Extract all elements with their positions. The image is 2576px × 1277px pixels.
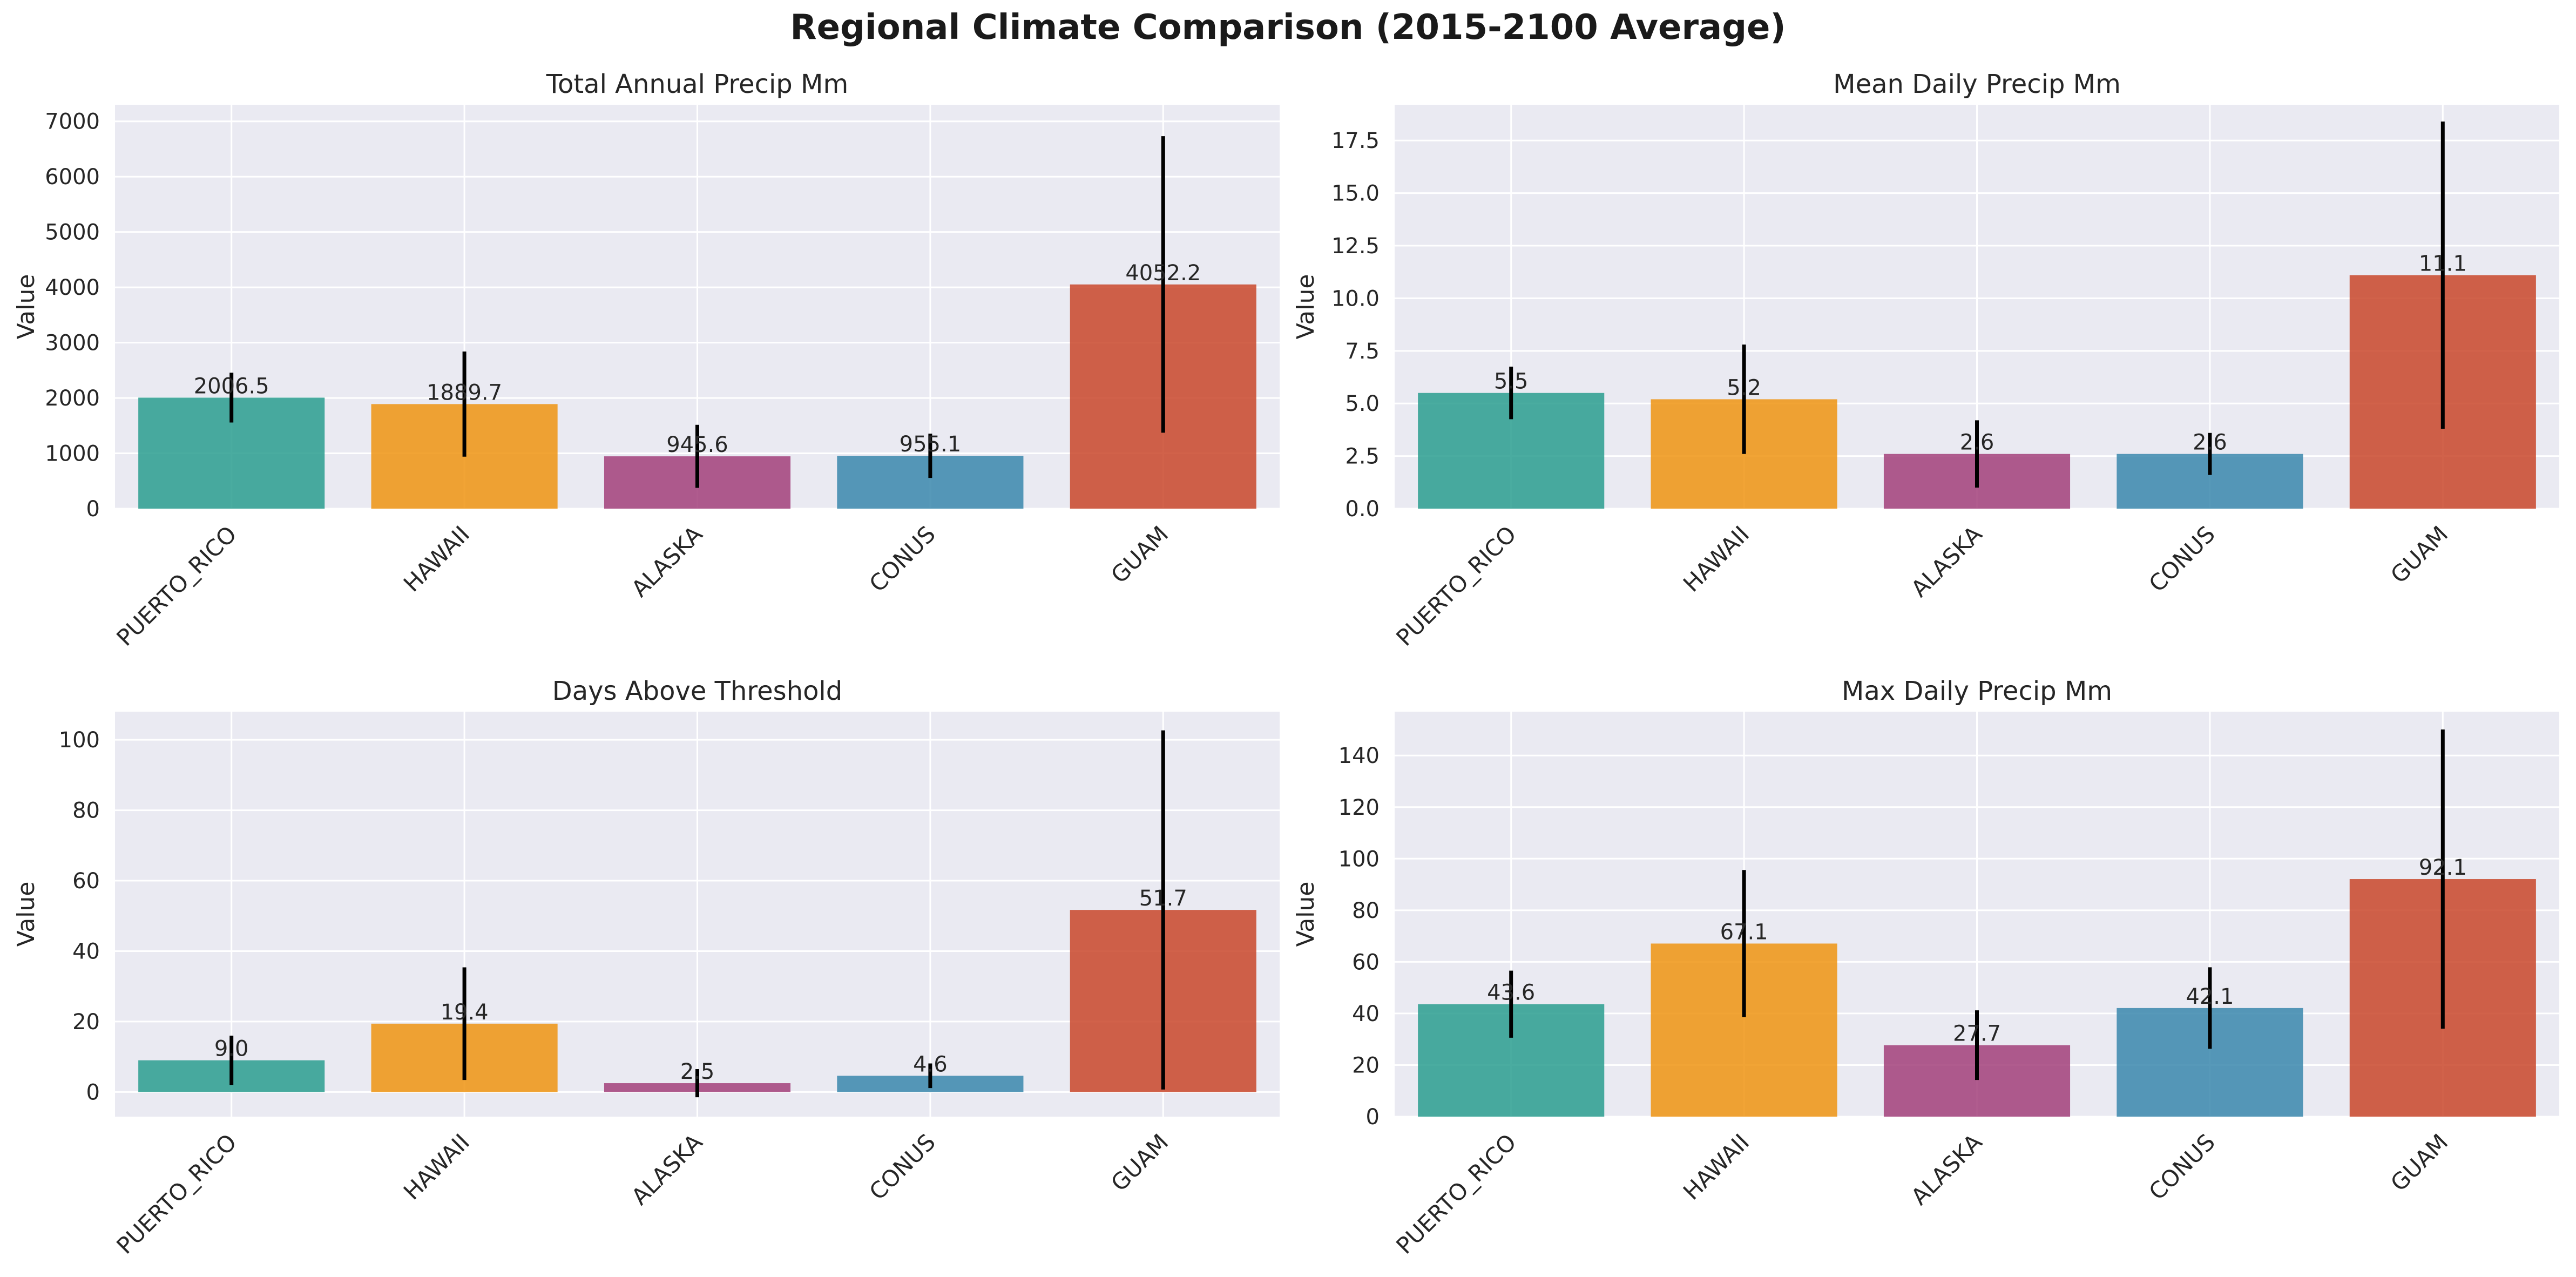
y-tick-label: 5000 bbox=[45, 220, 100, 245]
data-label: 92.1 bbox=[2419, 855, 2467, 880]
chart-panel-4: 0 20 40 60 80 100 120 140 43.6 PUERTO_RICO 67.1 HAW… bbox=[1292, 676, 2559, 1259]
x-tick-label: ALASKA bbox=[626, 521, 708, 602]
y-tick-label: 6000 bbox=[45, 165, 100, 190]
figure-title: Regional Climate Comparison (2015-2100 A… bbox=[790, 8, 1786, 48]
chart-title: Mean Daily Precip Mm bbox=[1833, 69, 2121, 99]
data-label: 2.5 bbox=[680, 1059, 715, 1084]
x-tick-label: CONUS bbox=[864, 1129, 941, 1205]
y-tick-label: 0.0 bbox=[1345, 497, 1380, 522]
x-tick-label: PUERTO_RICO bbox=[1391, 521, 1521, 651]
data-label: 4.6 bbox=[913, 1052, 948, 1077]
data-label: 67.1 bbox=[1720, 920, 1768, 944]
y-tick-label: 40 bbox=[72, 939, 100, 964]
y-tick-label: 12.5 bbox=[1331, 234, 1380, 259]
x-tick-label: ALASKA bbox=[626, 1129, 708, 1210]
data-label: 5.2 bbox=[1727, 375, 1761, 400]
y-tick-label: 80 bbox=[1352, 898, 1380, 923]
data-label: 1889.7 bbox=[427, 380, 502, 405]
y-tick-label: 17.5 bbox=[1331, 129, 1380, 153]
data-label: 43.6 bbox=[1487, 981, 1535, 1005]
data-label: 945.6 bbox=[666, 433, 728, 457]
y-axis-label: Value bbox=[12, 274, 40, 340]
y-tick-label: 140 bbox=[1338, 744, 1380, 768]
y-tick-label: 2.5 bbox=[1345, 444, 1380, 469]
y-tick-label: 120 bbox=[1338, 795, 1380, 820]
x-tick-label: PUERTO_RICO bbox=[111, 521, 241, 651]
data-label: 2.6 bbox=[2193, 430, 2227, 455]
chart-title: Max Daily Precip Mm bbox=[1842, 676, 2112, 706]
y-tick-label: 20 bbox=[1352, 1053, 1380, 1078]
x-tick-label: CONUS bbox=[864, 521, 941, 597]
data-label: 19.4 bbox=[441, 1000, 489, 1025]
y-tick-label: 80 bbox=[72, 799, 100, 823]
data-label: 2006.5 bbox=[194, 374, 269, 398]
y-tick-label: 60 bbox=[72, 869, 100, 894]
x-tick-label: GUAM bbox=[1106, 521, 1173, 588]
x-tick-label: ALASKA bbox=[1906, 521, 1987, 602]
data-label: 5.5 bbox=[1494, 369, 1529, 394]
y-tick-label: 7000 bbox=[45, 110, 100, 134]
y-tick-label: 0 bbox=[86, 1080, 100, 1105]
y-tick-label: 4000 bbox=[45, 275, 100, 300]
x-tick-label: CONUS bbox=[2144, 1129, 2220, 1205]
y-tick-label: 40 bbox=[1352, 1002, 1380, 1026]
y-tick-label: 1000 bbox=[45, 442, 100, 467]
y-tick-label: 60 bbox=[1352, 950, 1380, 975]
data-label: 42.1 bbox=[2186, 984, 2234, 1009]
y-axis-label: Value bbox=[1292, 274, 1320, 340]
data-label: 11.1 bbox=[2419, 252, 2467, 276]
x-tick-label: HAWAII bbox=[1678, 521, 1754, 597]
chart-panel-2: 0.0 2.5 5.0 7.5 10.0 12.5 15.0 17.5 5.5 PUERTO_RI… bbox=[1292, 69, 2559, 651]
y-tick-label: 15.0 bbox=[1331, 181, 1380, 206]
y-tick-label: 0 bbox=[1366, 1105, 1380, 1130]
data-label: 51.7 bbox=[1139, 886, 1187, 911]
y-tick-label: 100 bbox=[59, 728, 100, 753]
chart-panel-1: 0 1000 2000 3000 4000 5000 6000 7000 2006.5 PUERT… bbox=[12, 69, 1280, 651]
x-tick-label: ALASKA bbox=[1906, 1129, 1987, 1210]
data-label: 4052.2 bbox=[1125, 261, 1201, 286]
data-label: 9.0 bbox=[214, 1037, 249, 1062]
y-axis-label: Value bbox=[1292, 882, 1320, 947]
x-tick-label: CONUS bbox=[2144, 521, 2220, 597]
x-tick-label: GUAM bbox=[1106, 1129, 1173, 1196]
y-axis-label: Value bbox=[12, 882, 40, 947]
y-tick-label: 10.0 bbox=[1331, 286, 1380, 311]
chart-panel-3: 0 20 40 60 80 100 9.0 PUERTO_RICO 19.4 HAWAII 2.5 A… bbox=[12, 676, 1280, 1259]
data-label: 27.7 bbox=[1953, 1022, 2001, 1046]
chart-title: Total Annual Precip Mm bbox=[546, 69, 848, 99]
chart-title: Days Above Threshold bbox=[552, 676, 842, 706]
data-label: 2.6 bbox=[1960, 430, 1994, 455]
x-tick-label: GUAM bbox=[2385, 1129, 2453, 1196]
x-tick-label: PUERTO_RICO bbox=[111, 1129, 241, 1259]
x-tick-label: PUERTO_RICO bbox=[1391, 1129, 1521, 1259]
x-tick-label: HAWAII bbox=[1678, 1129, 1754, 1205]
y-tick-label: 7.5 bbox=[1345, 339, 1380, 364]
x-tick-label: GUAM bbox=[2385, 521, 2453, 588]
y-tick-label: 3000 bbox=[45, 331, 100, 356]
y-tick-label: 0 bbox=[86, 497, 100, 522]
y-tick-label: 20 bbox=[72, 1010, 100, 1035]
x-tick-label: HAWAII bbox=[398, 521, 475, 597]
y-tick-label: 100 bbox=[1338, 847, 1380, 871]
y-tick-label: 5.0 bbox=[1345, 391, 1380, 416]
y-tick-label: 2000 bbox=[45, 386, 100, 411]
data-label: 955.1 bbox=[900, 432, 962, 457]
x-tick-label: HAWAII bbox=[398, 1129, 475, 1205]
